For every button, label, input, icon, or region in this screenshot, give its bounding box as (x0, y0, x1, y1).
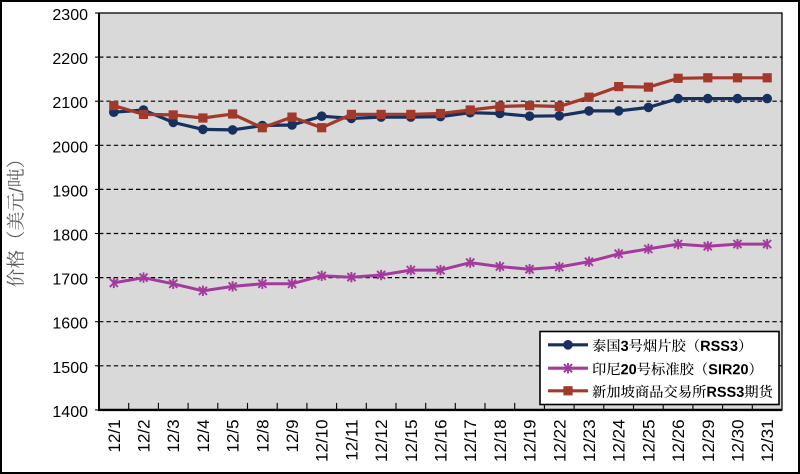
svg-text:12/26: 12/26 (669, 419, 688, 462)
svg-text:12/18: 12/18 (491, 419, 510, 462)
svg-text:1800: 1800 (52, 228, 88, 245)
svg-text:12/23: 12/23 (580, 419, 599, 462)
svg-text:12/30: 12/30 (729, 419, 748, 462)
svg-text:1900: 1900 (52, 183, 88, 200)
svg-text:2000: 2000 (52, 139, 88, 156)
svg-text:12/8: 12/8 (253, 419, 272, 452)
svg-text:2300: 2300 (52, 7, 88, 24)
svg-text:12/3: 12/3 (164, 419, 183, 452)
svg-text:2200: 2200 (52, 51, 88, 68)
svg-text:12/22: 12/22 (550, 419, 569, 462)
svg-text:1600: 1600 (52, 316, 88, 333)
svg-text:12/2: 12/2 (135, 419, 154, 452)
svg-text:12/19: 12/19 (521, 419, 540, 462)
svg-text:12/10: 12/10 (313, 419, 332, 462)
svg-text:12/16: 12/16 (432, 419, 451, 462)
svg-text:12/4: 12/4 (194, 419, 213, 452)
svg-text:12/25: 12/25 (639, 419, 658, 462)
svg-text:1700: 1700 (52, 272, 88, 289)
svg-text:2100: 2100 (52, 95, 88, 112)
svg-text:12/1: 12/1 (105, 419, 124, 452)
svg-text:12/9: 12/9 (283, 419, 302, 452)
svg-text:12/15: 12/15 (402, 419, 421, 462)
svg-text:12/29: 12/29 (699, 419, 718, 462)
svg-text:12/12: 12/12 (372, 419, 391, 462)
svg-text:12/24: 12/24 (610, 419, 629, 462)
svg-text:12/31: 12/31 (758, 419, 777, 462)
svg-text:1400: 1400 (52, 404, 88, 421)
svg-text:12/5: 12/5 (224, 419, 243, 452)
svg-text:12/17: 12/17 (461, 419, 480, 462)
svg-text:1500: 1500 (52, 360, 88, 377)
svg-text:12/11: 12/11 (342, 419, 361, 460)
